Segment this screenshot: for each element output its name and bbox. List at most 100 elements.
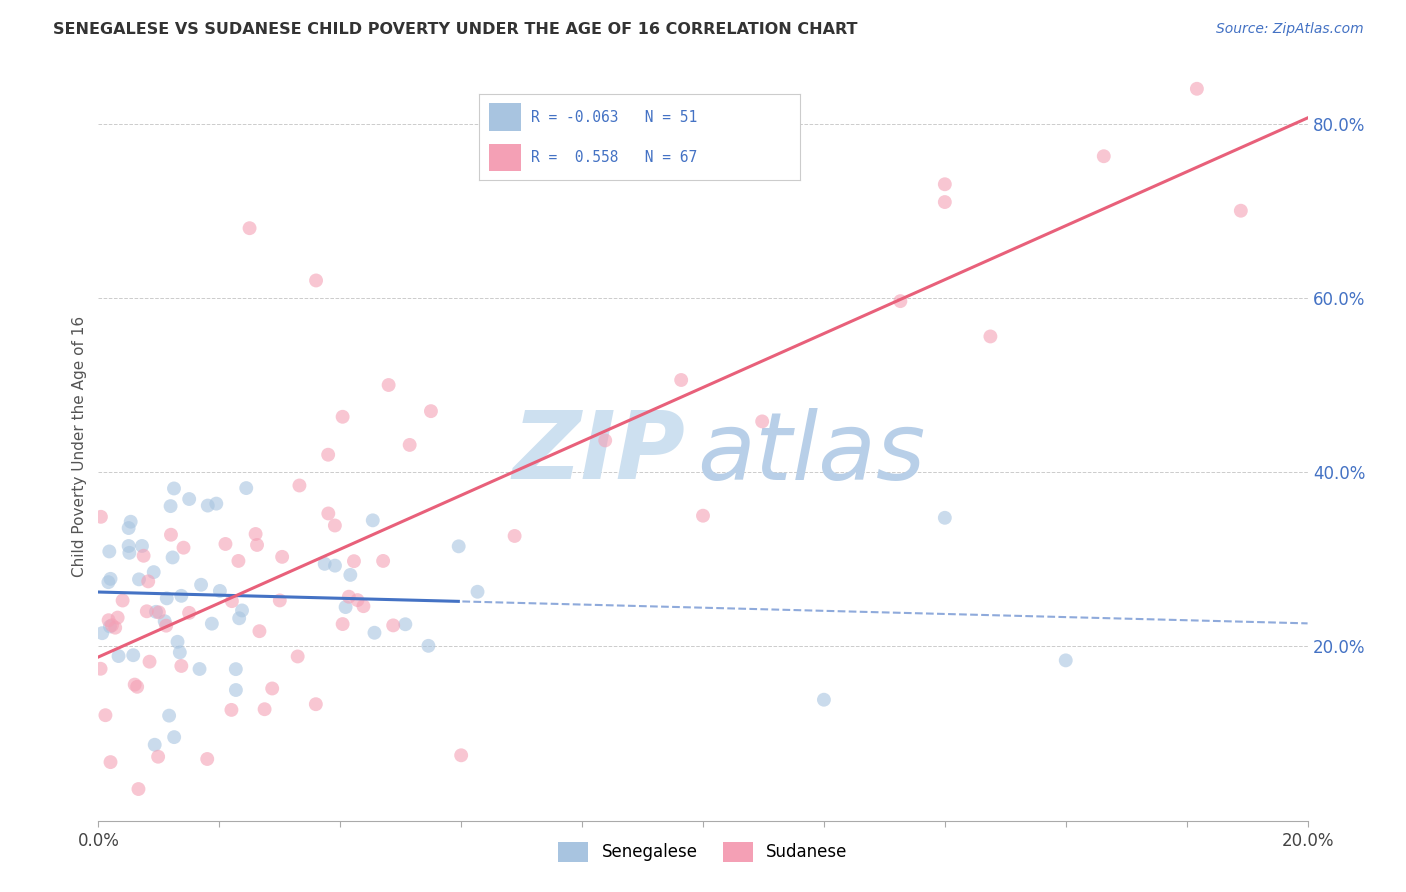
Point xyxy=(163,730,186,744)
Point xyxy=(246,538,269,552)
Point xyxy=(352,599,374,614)
Point xyxy=(138,655,160,669)
Point xyxy=(188,662,211,676)
Point xyxy=(127,782,149,797)
Point xyxy=(155,618,177,632)
Point xyxy=(100,572,122,586)
Point xyxy=(467,584,489,599)
Point xyxy=(146,749,169,764)
Point xyxy=(127,680,149,694)
Point xyxy=(156,591,179,606)
Point xyxy=(100,755,122,769)
Point xyxy=(162,550,184,565)
Point xyxy=(447,539,470,553)
Point xyxy=(450,748,472,763)
Point xyxy=(118,521,141,535)
Point xyxy=(148,605,170,619)
Point xyxy=(503,529,526,543)
Point xyxy=(934,178,956,192)
Point xyxy=(332,617,354,632)
Point xyxy=(934,510,956,524)
Point xyxy=(813,692,835,706)
Text: atlas: atlas xyxy=(697,408,925,499)
Point xyxy=(153,614,176,628)
Point xyxy=(201,616,224,631)
Point xyxy=(169,645,191,659)
Point xyxy=(190,578,212,592)
Point xyxy=(221,594,243,608)
Point xyxy=(288,478,311,492)
Legend: Senegalese, Sudanese: Senegalese, Sudanese xyxy=(551,835,855,869)
Text: SENEGALESE VS SUDANESE CHILD POVERTY UNDER THE AGE OF 16 CORRELATION CHART: SENEGALESE VS SUDANESE CHILD POVERTY UND… xyxy=(53,22,858,37)
Point xyxy=(363,625,385,640)
Point xyxy=(145,605,167,619)
Point xyxy=(318,507,340,521)
Point xyxy=(332,409,354,424)
Point xyxy=(235,481,257,495)
Point xyxy=(316,448,339,462)
Y-axis label: Child Poverty Under the Age of 16: Child Poverty Under the Age of 16 xyxy=(72,316,87,576)
Point xyxy=(104,621,127,635)
Point xyxy=(669,373,692,387)
Point xyxy=(122,648,145,663)
Point xyxy=(337,590,360,604)
Point xyxy=(214,537,236,551)
Point xyxy=(269,593,291,607)
Point xyxy=(231,603,253,617)
Point xyxy=(751,414,773,428)
Point xyxy=(107,649,129,664)
Point xyxy=(287,649,309,664)
Point xyxy=(205,497,228,511)
Point xyxy=(361,513,384,527)
Point xyxy=(120,515,142,529)
Point xyxy=(398,438,420,452)
Point xyxy=(323,558,346,573)
Point xyxy=(262,681,284,696)
Point xyxy=(163,482,186,496)
Point xyxy=(98,619,121,633)
Point xyxy=(124,677,146,691)
Point xyxy=(166,634,188,648)
Point xyxy=(382,618,405,632)
Point xyxy=(1092,149,1115,163)
Point xyxy=(132,549,155,563)
Point xyxy=(1230,203,1253,218)
Point xyxy=(271,549,294,564)
Point xyxy=(249,624,271,639)
Text: ZIP: ZIP xyxy=(512,408,685,500)
Point xyxy=(418,639,440,653)
Point xyxy=(346,593,368,607)
Point xyxy=(225,683,247,698)
Point xyxy=(173,541,195,555)
Point xyxy=(934,195,956,210)
Point xyxy=(1185,82,1208,96)
Point xyxy=(377,378,399,392)
Point xyxy=(128,573,150,587)
Point xyxy=(111,593,134,607)
Point xyxy=(228,554,250,568)
Point xyxy=(107,610,129,624)
Point xyxy=(159,499,181,513)
Point xyxy=(692,508,714,523)
Point xyxy=(208,584,231,599)
Point xyxy=(91,626,114,640)
Point xyxy=(143,738,166,752)
Text: Source: ZipAtlas.com: Source: ZipAtlas.com xyxy=(1216,22,1364,37)
Point xyxy=(157,708,180,723)
Point xyxy=(136,574,159,589)
Point xyxy=(305,697,328,711)
Point xyxy=(131,539,153,553)
Point xyxy=(142,565,165,579)
Point xyxy=(97,575,120,590)
Point xyxy=(195,752,218,766)
Point xyxy=(170,659,193,673)
Point xyxy=(253,702,276,716)
Point xyxy=(179,491,201,506)
Point xyxy=(94,708,117,723)
Point xyxy=(394,617,416,632)
Point xyxy=(170,589,193,603)
Point xyxy=(371,554,394,568)
Point xyxy=(889,294,911,309)
Point xyxy=(1054,653,1077,667)
Point xyxy=(314,557,336,571)
